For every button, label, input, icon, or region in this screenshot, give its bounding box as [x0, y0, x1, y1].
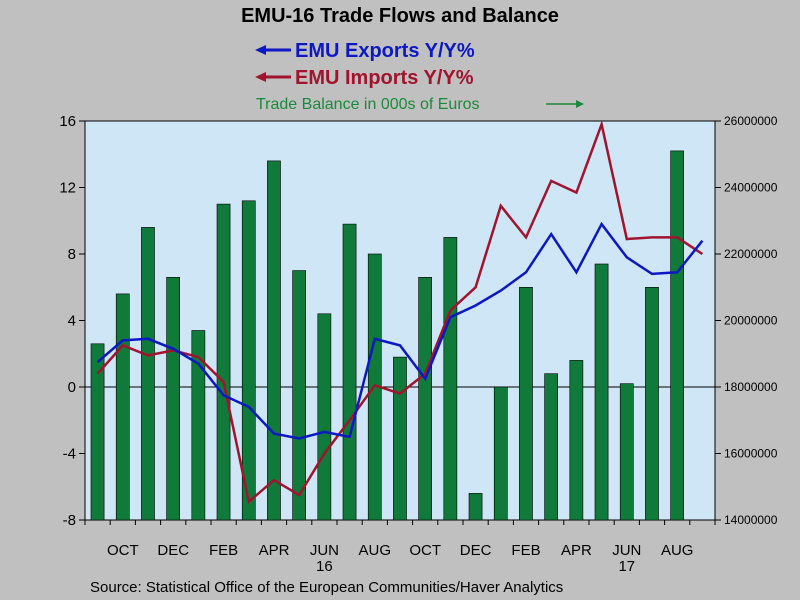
balance-bar: [292, 270, 307, 521]
balance-bar: [342, 223, 357, 521]
x-tick-label: OCT: [409, 542, 441, 559]
x-tick-label: AUG: [359, 542, 392, 559]
balance-bar: [241, 200, 256, 521]
left-tick-label: 8: [68, 246, 76, 263]
x-tick-label: APR: [561, 542, 592, 559]
balance-bar: [670, 150, 684, 521]
x-year-label: 16: [316, 558, 333, 575]
balance-bar: [418, 276, 433, 521]
balance-bar: [393, 356, 407, 521]
x-tick-label: OCT: [107, 542, 139, 559]
legend-balance-arrow: [546, 100, 584, 108]
left-axis: 16 12 8 4 0 -4 -8: [59, 113, 85, 529]
balance-bar: [191, 330, 206, 521]
x-tick-label: DEC: [460, 542, 492, 559]
balance-bar: [619, 383, 634, 521]
balance-bar: [115, 293, 130, 521]
x-tick-label: JUN: [310, 542, 339, 559]
balance-bar: [317, 313, 332, 521]
left-tick-label: -8: [63, 512, 76, 529]
balance-bar: [166, 276, 181, 521]
x-tick-label: AUG: [661, 542, 694, 559]
balance-bar: [645, 286, 659, 521]
legend-exports-arrow: [255, 45, 291, 55]
right-tick-label: 16000000: [724, 447, 778, 461]
x-axis: OCT DEC FEB APR JUN AUG OCT DEC FEB APR JUN AUG 16 17: [84, 520, 716, 575]
x-year-label: 17: [618, 558, 635, 575]
balance-bar: [544, 373, 558, 521]
right-tick-label: 22000000: [724, 247, 778, 261]
balance-bar: [141, 227, 155, 521]
legend: EMU Exports Y/Y% EMU Imports Y/Y% Trade …: [255, 40, 584, 113]
right-tick-label: 24000000: [724, 181, 778, 195]
balance-bar: [594, 263, 609, 521]
left-tick-label: 16: [59, 113, 76, 130]
balance-bar: [468, 493, 483, 521]
left-tick-label: 0: [68, 379, 76, 396]
source-text: Source: Statistical Office of the Europe…: [90, 579, 563, 596]
right-tick-label: 14000000: [724, 513, 778, 527]
right-tick-label: 18000000: [724, 380, 778, 394]
x-tick-label: JUN: [612, 542, 641, 559]
legend-exports-label: EMU Exports Y/Y%: [295, 40, 475, 62]
balance-bar: [443, 237, 458, 521]
x-tick-label: DEC: [157, 542, 189, 559]
imports-line: [96, 119, 704, 505]
right-tick-label: 26000000: [724, 114, 778, 128]
legend-balance-label: Trade Balance in 000s of Euros: [256, 96, 480, 113]
right-tick-label: 20000000: [724, 314, 778, 328]
balance-bar: [216, 203, 231, 521]
balance-bar: [493, 386, 508, 521]
left-tick-label: -4: [63, 446, 76, 463]
left-tick-label: 12: [59, 180, 76, 197]
x-tick-label: FEB: [209, 542, 238, 559]
balance-bar: [569, 360, 584, 521]
legend-imports-arrow: [255, 72, 291, 82]
right-axis: 26000000 24000000 22000000 20000000 18000000…: [715, 114, 778, 527]
exports-line: [96, 221, 704, 440]
balance-bar: [90, 343, 105, 521]
left-tick-label: 4: [68, 313, 76, 330]
chart-title: EMU-16 Trade Flows and Balance: [241, 5, 559, 27]
x-tick-label: APR: [259, 542, 290, 559]
balance-bar: [519, 286, 533, 521]
x-tick-label: FEB: [511, 542, 540, 559]
legend-imports-label: EMU Imports Y/Y%: [295, 67, 474, 89]
balance-bar: [267, 160, 281, 521]
